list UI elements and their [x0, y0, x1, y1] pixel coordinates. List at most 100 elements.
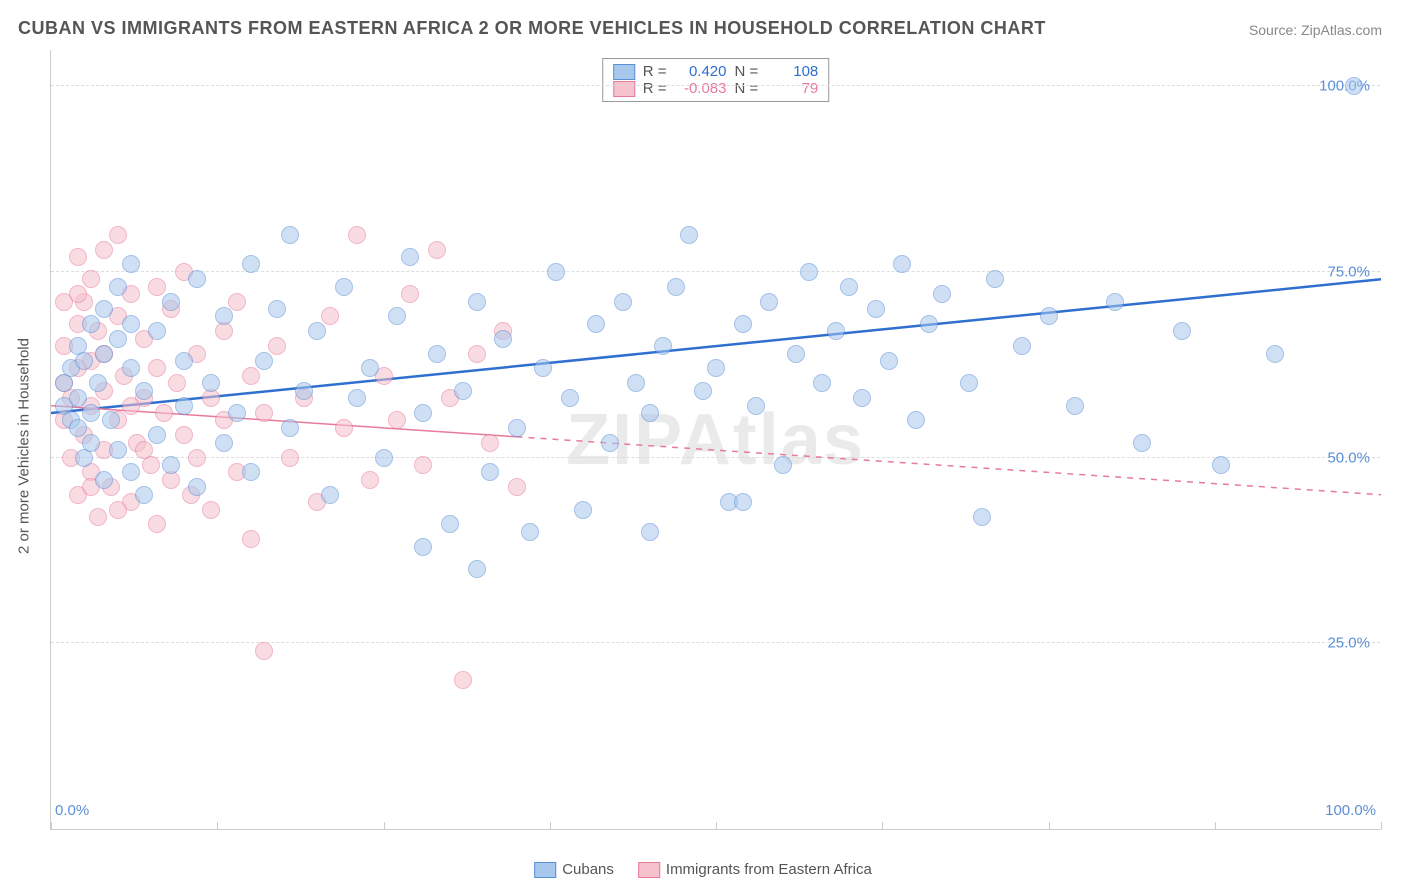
legend-swatch [613, 64, 635, 80]
scatter-point [202, 501, 220, 519]
scatter-point [135, 382, 153, 400]
scatter-point [122, 397, 140, 415]
stat-label-n: N = [735, 80, 759, 97]
scatter-point [188, 478, 206, 496]
stat-value-r: 0.420 [675, 63, 727, 80]
scatter-point [135, 441, 153, 459]
scatter-point [242, 463, 260, 481]
scatter-point [547, 263, 565, 281]
scatter-point [534, 359, 552, 377]
scatter-point [335, 278, 353, 296]
scatter-point [122, 463, 140, 481]
scatter-point [428, 241, 446, 259]
scatter-point [215, 434, 233, 452]
scatter-point [321, 307, 339, 325]
bottom-legend: CubansImmigrants from Eastern Africa [534, 861, 872, 878]
scatter-point [986, 270, 1004, 288]
scatter-point [109, 441, 127, 459]
scatter-point [388, 307, 406, 325]
chart-title: CUBAN VS IMMIGRANTS FROM EASTERN AFRICA … [18, 18, 1046, 39]
scatter-point [69, 389, 87, 407]
stats-row: R =0.420N =108 [613, 63, 819, 80]
y-tick-label: 50.0% [1327, 449, 1370, 466]
stats-legend-box: R =0.420N =108R =-0.083N =79 [602, 58, 830, 102]
scatter-point [69, 248, 87, 266]
scatter-point [75, 352, 93, 370]
scatter-point [481, 434, 499, 452]
scatter-point [481, 463, 499, 481]
scatter-point [82, 315, 100, 333]
scatter-point [102, 411, 120, 429]
gridline [51, 457, 1380, 458]
scatter-point [561, 389, 579, 407]
scatter-point [148, 515, 166, 533]
scatter-point [468, 560, 486, 578]
scatter-point [95, 471, 113, 489]
x-tick [550, 822, 551, 830]
scatter-point [109, 226, 127, 244]
scatter-point [188, 449, 206, 467]
scatter-point [109, 278, 127, 296]
scatter-point [268, 300, 286, 318]
scatter-point [228, 293, 246, 311]
scatter-point [414, 538, 432, 556]
scatter-point [734, 493, 752, 511]
scatter-point [228, 404, 246, 422]
y-tick-label: 75.0% [1327, 263, 1370, 280]
scatter-point [135, 486, 153, 504]
scatter-point [800, 263, 818, 281]
scatter-point [1013, 337, 1031, 355]
scatter-point [468, 293, 486, 311]
scatter-point [348, 389, 366, 407]
scatter-point [694, 382, 712, 400]
legend-swatch [534, 862, 556, 878]
trend-line-dashed [517, 437, 1382, 495]
scatter-point [1040, 307, 1058, 325]
stat-label-n: N = [735, 63, 759, 80]
scatter-point [188, 270, 206, 288]
x-tick-label-right: 100.0% [1325, 802, 1376, 819]
scatter-point [168, 374, 186, 392]
scatter-point [667, 278, 685, 296]
scatter-point [255, 642, 273, 660]
scatter-point [1133, 434, 1151, 452]
scatter-point [348, 226, 366, 244]
y-axis-label: 2 or more Vehicles in Household [16, 338, 33, 554]
scatter-point [148, 426, 166, 444]
scatter-point [401, 285, 419, 303]
scatter-point [1266, 345, 1284, 363]
scatter-point [175, 397, 193, 415]
scatter-point [82, 404, 100, 422]
scatter-point [1173, 322, 1191, 340]
scatter-point [734, 315, 752, 333]
scatter-point [109, 330, 127, 348]
scatter-point [95, 300, 113, 318]
scatter-point [414, 456, 432, 474]
scatter-point [175, 426, 193, 444]
gridline [51, 642, 1380, 643]
scatter-point [82, 434, 100, 452]
stat-value-n: 108 [766, 63, 818, 80]
scatter-point [960, 374, 978, 392]
scatter-point [242, 255, 260, 273]
scatter-point [587, 315, 605, 333]
trend-svg [51, 49, 1381, 829]
source-label: Source: ZipAtlas.com [1249, 22, 1382, 38]
scatter-point [827, 322, 845, 340]
legend-item: Immigrants from Eastern Africa [638, 861, 872, 878]
scatter-point [880, 352, 898, 370]
scatter-point [468, 345, 486, 363]
scatter-point [255, 352, 273, 370]
scatter-point [414, 404, 432, 422]
scatter-point [89, 508, 107, 526]
scatter-point [627, 374, 645, 392]
chart-container: CUBAN VS IMMIGRANTS FROM EASTERN AFRICA … [0, 0, 1406, 892]
scatter-point [162, 293, 180, 311]
scatter-point [95, 241, 113, 259]
scatter-point [1066, 397, 1084, 415]
scatter-point [867, 300, 885, 318]
scatter-point [122, 315, 140, 333]
scatter-point [55, 293, 73, 311]
legend-swatch [638, 862, 660, 878]
scatter-point [255, 404, 273, 422]
